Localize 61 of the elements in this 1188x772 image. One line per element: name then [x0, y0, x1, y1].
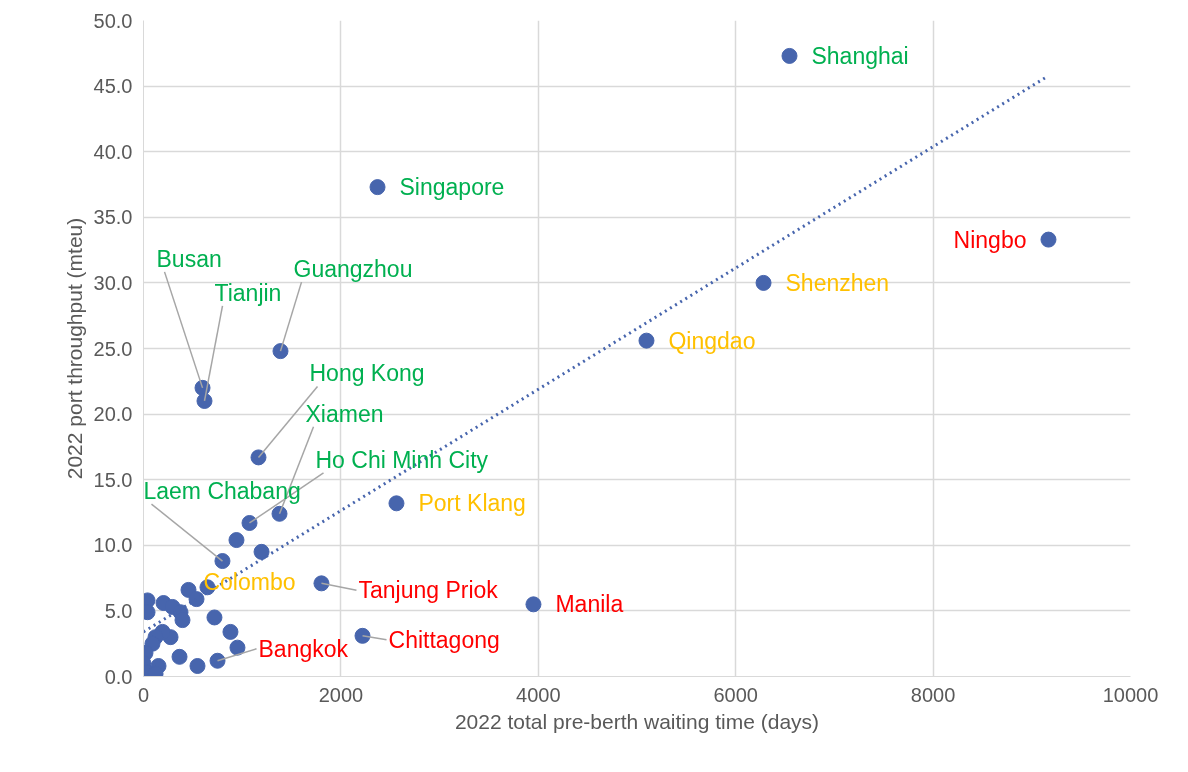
point [250, 449, 267, 466]
x-tick-label: 10000 [1102, 683, 1159, 706]
point [196, 392, 213, 409]
y-tick-label: 0.0 [104, 665, 133, 688]
point [228, 532, 245, 549]
y-tick-label: 50.0 [93, 9, 133, 32]
annotation: Guangzhou [293, 256, 413, 283]
annotation: Xiamen [305, 400, 384, 427]
annotation: Bangkok [258, 635, 349, 662]
x-tick-label: 0 [137, 683, 150, 706]
point [174, 612, 191, 629]
point [313, 575, 330, 592]
annotation: Laem Chabang [143, 478, 301, 505]
annotation: Tianjin [214, 279, 282, 306]
annotation: Tanjung Priok [358, 577, 499, 604]
annotation: Ningbo [953, 226, 1027, 253]
point [755, 274, 772, 291]
point [354, 627, 371, 644]
point [229, 639, 246, 656]
point [188, 591, 205, 608]
point [272, 343, 289, 360]
y-tick-label: 5.0 [104, 599, 133, 622]
point [781, 47, 798, 64]
y-tick-label: 15.0 [93, 468, 133, 491]
annotation: Shanghai [811, 42, 909, 69]
annotation: Singapore [399, 174, 505, 201]
point [222, 623, 239, 640]
annotation: Port Klang [418, 490, 526, 517]
point [638, 332, 655, 349]
y-tick-label: 40.0 [93, 140, 133, 163]
annotation: Ho Chi Minh City [315, 447, 489, 473]
point [369, 179, 386, 196]
annotation: Chittagong [388, 626, 500, 653]
point [388, 495, 405, 512]
point [171, 648, 188, 665]
x-axis-title: 2022 total pre-berth waiting time (days) [454, 709, 820, 733]
y-tick-label: 45.0 [93, 75, 133, 98]
point [214, 553, 231, 570]
annotation: Shenzhen [785, 269, 890, 296]
annotation: Hong Kong [309, 360, 425, 387]
y-tick-label: 20.0 [93, 403, 133, 426]
y-tick-label: 35.0 [93, 206, 133, 229]
point [253, 543, 270, 560]
y-tick-label: 25.0 [93, 337, 133, 360]
point [271, 505, 288, 522]
x-tick-label: 8000 [910, 683, 956, 706]
y-tick-label: 30.0 [93, 271, 133, 294]
x-tick-label: 2000 [318, 683, 364, 706]
x-tick-label: 6000 [713, 683, 758, 706]
y-axis-title: 2022 port throughput (mteu) [62, 217, 86, 480]
y-tick-label: 10.0 [93, 534, 133, 557]
point [525, 596, 542, 613]
x-tick-label: 4000 [516, 683, 561, 706]
annotation: Busan [156, 245, 222, 272]
point [206, 609, 223, 626]
point [1040, 231, 1057, 248]
annotation: Qingdao [668, 327, 756, 354]
point [209, 652, 226, 669]
point [241, 515, 258, 531]
annotation: Manila [555, 591, 624, 618]
point [189, 658, 206, 674]
